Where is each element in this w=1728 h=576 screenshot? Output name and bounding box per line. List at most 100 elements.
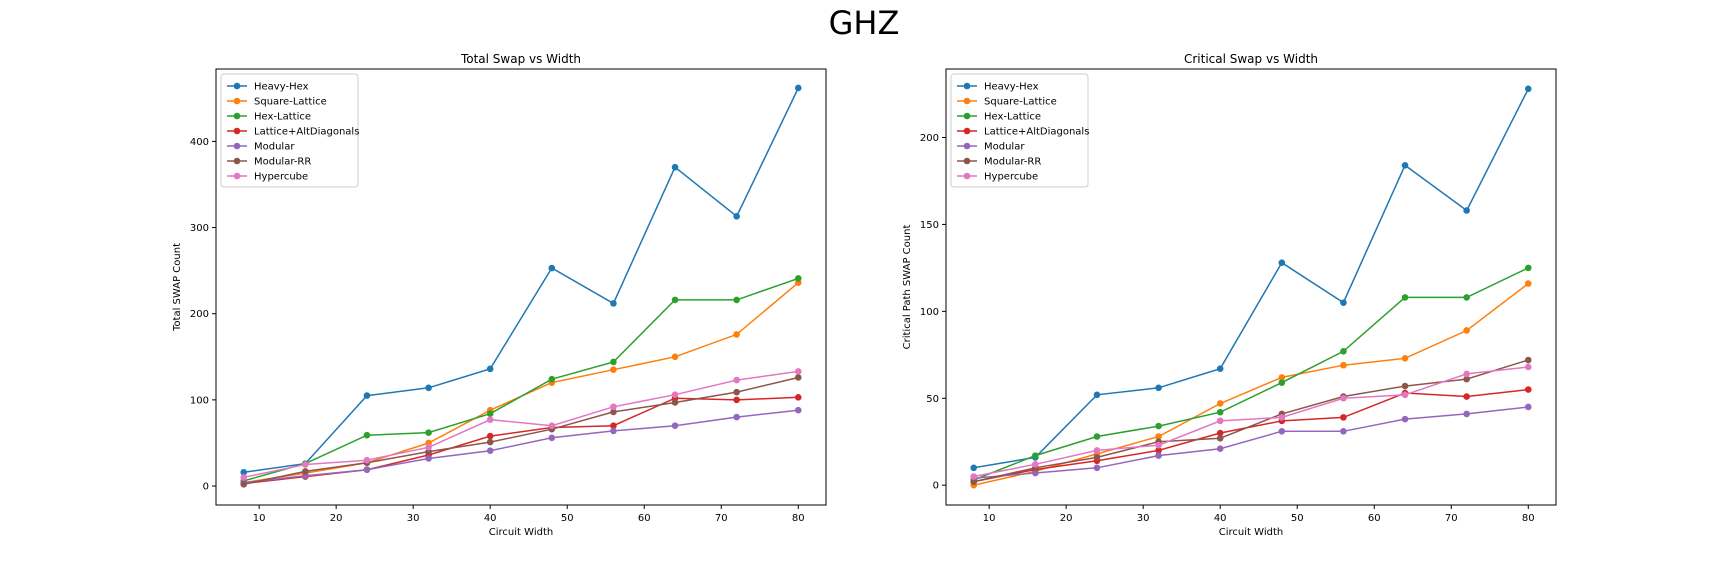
y-tick-label: 400 — [190, 137, 209, 148]
y-tick-label: 200 — [920, 133, 939, 144]
series-line — [973, 388, 1529, 483]
y-tick-label: 0 — [203, 482, 209, 493]
legend-marker — [233, 157, 241, 165]
data-point — [486, 447, 494, 455]
data-point — [610, 427, 617, 435]
data-point — [733, 396, 740, 404]
x-tick-label: 60 — [1368, 513, 1381, 524]
y-tick-label: 100 — [190, 395, 209, 406]
x-tick-label: 50 — [1291, 513, 1304, 524]
legend-label: Hypercube — [984, 172, 1038, 183]
data-point — [1278, 427, 1286, 435]
data-point — [240, 481, 248, 488]
chart-panel-2: Critical Swap vs Width 10 20 30 40 50 60 70 80 0 5… — [902, 52, 1557, 538]
legend-marker — [233, 112, 241, 120]
y-axis-label: Critical Path SWAP Count — [902, 225, 913, 350]
data-point — [1401, 354, 1409, 362]
data-point — [1216, 400, 1224, 407]
legend-marker — [963, 112, 971, 120]
series-line — [973, 359, 1529, 483]
series-hex-lattice — [970, 264, 1532, 484]
data-point — [1032, 461, 1039, 468]
y-tick-label: 50 — [926, 394, 939, 405]
legend-marker — [963, 127, 971, 135]
data-point — [794, 368, 802, 375]
series-line — [243, 370, 799, 479]
data-point — [1524, 386, 1532, 393]
series-line — [243, 376, 799, 486]
data-point — [1340, 348, 1347, 355]
series-line — [243, 282, 799, 484]
data-point — [486, 365, 494, 373]
data-point — [610, 422, 617, 430]
data-point — [1524, 403, 1532, 411]
legend-box — [950, 73, 1089, 188]
data-point — [1216, 429, 1224, 437]
legend-label: Lattice+AltDiagonals — [984, 127, 1089, 138]
data-point — [671, 391, 679, 399]
legend-label: Modular-RR — [984, 157, 1041, 168]
series-line — [973, 282, 1529, 486]
data-point — [1524, 280, 1532, 287]
series-line — [973, 88, 1529, 469]
y-tick-label: 150 — [920, 220, 939, 231]
data-point — [1524, 264, 1532, 272]
legend-marker — [233, 82, 241, 90]
data-point — [1401, 294, 1409, 301]
x-tick-label: 10 — [983, 513, 996, 524]
legend: Heavy-Hex Square-Lattice Hex-Lattice Lattic… — [220, 73, 359, 188]
x-tick-label: 80 — [792, 513, 805, 524]
x-tick-label: 50 — [561, 513, 574, 524]
data-point — [1216, 408, 1224, 416]
series-line — [973, 267, 1529, 481]
data-point — [1340, 361, 1347, 369]
data-point — [1155, 447, 1162, 454]
data-point — [610, 403, 617, 411]
series-lattice-altdiagonals — [240, 393, 802, 487]
legend-marker — [233, 142, 241, 150]
data-point — [363, 392, 371, 399]
series-modular-rr — [970, 356, 1532, 486]
data-point — [1463, 294, 1470, 301]
x-tick-label: 20 — [1060, 513, 1073, 524]
y-tick-label: 100 — [920, 307, 939, 318]
x-axis-label: Circuit Width — [489, 527, 553, 538]
data-point — [240, 474, 248, 481]
legend-marker — [233, 127, 241, 135]
legend-marker — [963, 157, 971, 165]
x-tick-label: 10 — [253, 513, 266, 524]
data-point — [1401, 162, 1409, 169]
data-point — [1032, 469, 1039, 477]
data-point — [425, 443, 432, 451]
legend: Heavy-Hex Square-Lattice Hex-Lattice Lattic… — [950, 73, 1089, 188]
data-point — [1340, 299, 1347, 306]
x-tick-label: 70 — [715, 513, 728, 524]
data-point — [610, 358, 617, 366]
data-point — [1216, 445, 1224, 452]
series-heavy-hex — [970, 85, 1532, 472]
data-point — [1401, 391, 1409, 399]
data-point — [548, 375, 556, 383]
series-hypercube — [240, 368, 802, 481]
data-point — [671, 296, 679, 304]
data-point — [970, 478, 978, 486]
legend-label: Modular — [254, 142, 295, 153]
y-tick-label: 300 — [190, 223, 209, 234]
legend-label: Hypercube — [254, 172, 308, 183]
data-point — [671, 422, 679, 430]
axes-frame — [215, 68, 827, 506]
data-point — [486, 416, 494, 423]
data-point — [1093, 447, 1101, 454]
data-point — [733, 388, 740, 396]
axes-frame — [945, 68, 1557, 506]
data-point — [794, 84, 802, 92]
data-point — [1155, 452, 1162, 459]
data-point — [486, 432, 494, 440]
legend-label: Lattice+AltDiagonals — [254, 127, 359, 138]
data-point — [1463, 410, 1470, 418]
data-point — [363, 431, 371, 439]
data-point — [1093, 464, 1101, 472]
data-point — [671, 399, 679, 406]
data-point — [1155, 441, 1162, 449]
data-point — [671, 353, 679, 361]
